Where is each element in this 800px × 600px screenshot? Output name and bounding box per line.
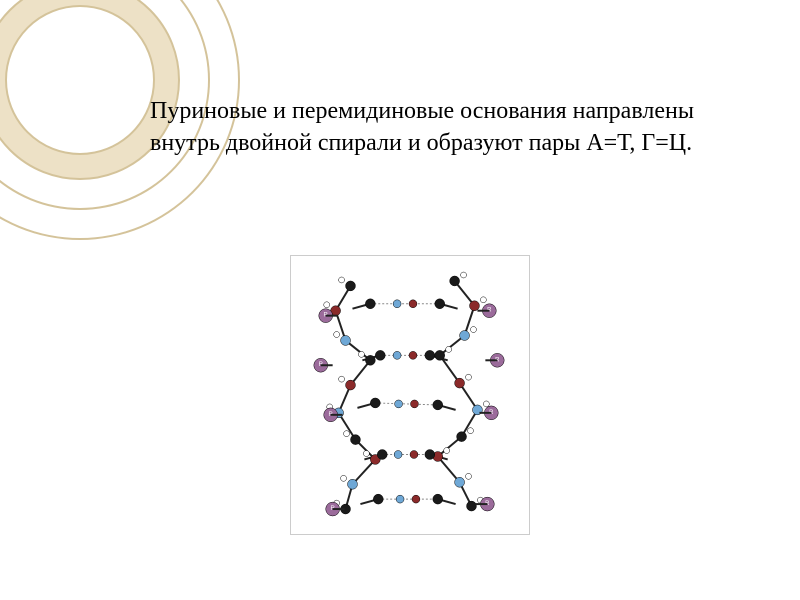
slide-body-text: Пуриновые и перемидиновые основания напр… (150, 95, 730, 160)
decoration-arc-inner (5, 5, 155, 155)
dna-helix-diagram: RRRRRRRR (290, 255, 530, 535)
helix-svg: RRRRRRRR (291, 256, 529, 534)
